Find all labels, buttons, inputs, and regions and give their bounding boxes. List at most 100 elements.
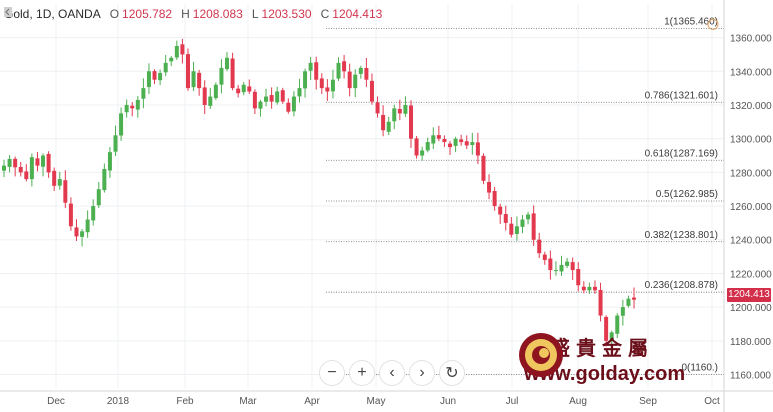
fib-level-label: 0.5(1262.985) (656, 189, 718, 200)
candle-body (492, 191, 497, 207)
x-tick-label: Sep (639, 396, 657, 407)
candle-body (347, 71, 352, 89)
candle-body (152, 71, 157, 80)
candle-body (325, 87, 330, 92)
candle-body (269, 95, 274, 102)
high-label: H (181, 7, 190, 21)
y-tick-label: 1320.000 (730, 101, 772, 112)
candle-body (514, 226, 519, 234)
candle-body (609, 332, 614, 341)
candle-body (375, 102, 380, 114)
candle-body (258, 101, 263, 109)
symbol-header: Gold, 1D, OANDA O 1205.782 H 1208.083 L … (4, 7, 382, 21)
candle-body (632, 297, 636, 300)
candle-body (592, 286, 597, 291)
zoom-in-button[interactable]: + (350, 361, 374, 385)
candle-body (202, 87, 207, 105)
candle-body (459, 139, 464, 143)
candle-body (381, 115, 386, 131)
candle-body (481, 155, 486, 181)
zoom-out-button[interactable]: − (320, 361, 344, 385)
candle-body (442, 138, 447, 143)
y-tick-label: 1240.000 (730, 236, 772, 247)
candle-body (247, 86, 252, 92)
candle-body (604, 316, 609, 341)
candle-body (29, 157, 34, 180)
candle-body (297, 88, 302, 97)
fib-level-label: 0.236(1208.878) (645, 280, 718, 291)
candle-body (236, 88, 241, 94)
scroll-forward-button[interactable]: › (410, 361, 434, 385)
candle-body (208, 96, 213, 106)
candle-body (570, 262, 575, 271)
close-label: C (320, 7, 330, 21)
candle-body (576, 269, 581, 286)
candle-body (498, 206, 503, 215)
symbol-label: Gold, 1D, OANDA (4, 7, 101, 21)
candle-body (46, 153, 51, 173)
y-tick-label: 1280.000 (730, 168, 772, 179)
candle-body (503, 214, 508, 223)
candle-body (264, 96, 269, 102)
close-value: 1204.413 (332, 7, 383, 21)
candle-body (74, 227, 79, 237)
candle-body (531, 213, 536, 240)
x-tick-label: Dec (47, 396, 65, 407)
candle-body (319, 78, 324, 89)
x-tick-label: Mar (239, 396, 257, 407)
fib-level-label: 0.382(1238.801) (645, 230, 718, 241)
candle-body (303, 71, 308, 89)
candle-body (35, 158, 40, 166)
scroll-back-button[interactable]: ‹ (380, 361, 404, 385)
chevron-left-icon[interactable] (4, 7, 12, 17)
candle-body (537, 239, 542, 254)
candle-body (158, 72, 163, 81)
y-tick-label: 1160.000 (730, 371, 771, 382)
fib-anchor-handle[interactable] (707, 18, 719, 30)
candle-body (135, 99, 140, 110)
candle-body (146, 71, 151, 87)
candle-body (314, 62, 319, 80)
candle-body (526, 214, 531, 220)
golday-logo-icon (519, 333, 563, 377)
candle-body (230, 58, 235, 89)
candle-body (542, 254, 547, 260)
candle-body (453, 138, 458, 146)
fib-level-label: 0.618(1287.169) (645, 148, 718, 159)
candle-body (408, 105, 413, 139)
candle-body (18, 167, 23, 173)
candle-body (174, 46, 179, 58)
candle-body (620, 307, 625, 316)
watermark: 金盛貴金屬 www.golday.com (518, 332, 685, 386)
candle-body (163, 62, 168, 73)
x-tick-label: 2018 (107, 396, 130, 407)
candle-body (141, 88, 146, 99)
reset-button[interactable]: ↻ (440, 361, 464, 385)
high-value: 1208.083 (192, 7, 243, 21)
candle-body (286, 102, 291, 112)
candle-body (52, 170, 57, 186)
x-tick-label: Jun (440, 396, 456, 407)
candle-body (509, 223, 514, 235)
x-tick-label: Aug (569, 396, 587, 407)
candle-body (436, 135, 441, 139)
candle-body (520, 219, 525, 227)
open-label: O (109, 7, 120, 21)
candle-body (425, 142, 430, 151)
x-tick-label: Feb (176, 396, 194, 407)
candle-body (107, 152, 112, 171)
open-value: 1205.782 (122, 7, 173, 21)
candle-body (448, 143, 453, 148)
candle-body (464, 141, 469, 146)
candle-body (85, 219, 90, 233)
candle-body (124, 104, 129, 113)
candle-body (431, 135, 436, 144)
candle-body (342, 61, 347, 72)
candle-body (191, 71, 196, 88)
candle-body (565, 261, 570, 266)
candle-body (386, 121, 391, 132)
candle-body (336, 62, 341, 79)
candle-body (2, 165, 6, 171)
fib-level-label: 0.786(1321.601) (645, 90, 718, 101)
candle-body (308, 62, 313, 71)
